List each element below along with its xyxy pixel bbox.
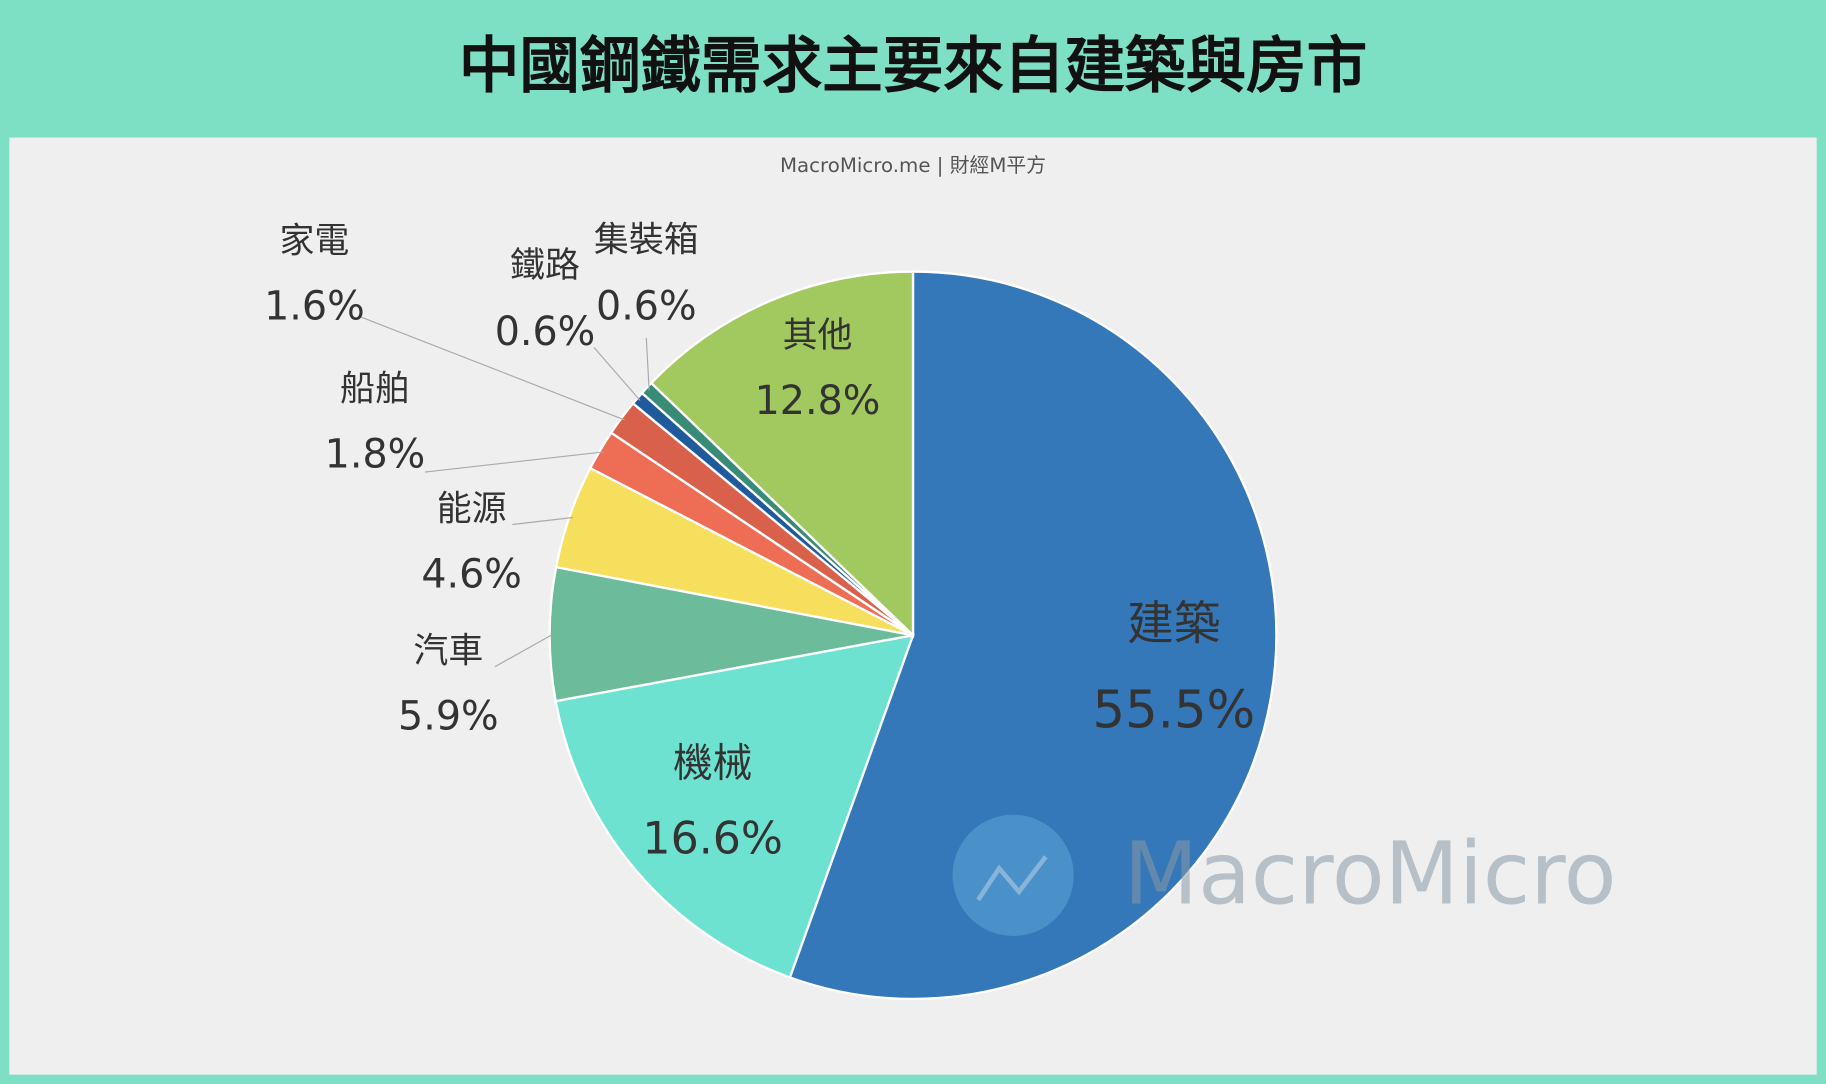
leader-line bbox=[645, 337, 650, 391]
pie: 建築 55.5% 機械 16.6% 汽車 5.9% 能源 4.6% 船舶 1.8% 家電 1.6% 鐵路… bbox=[264, 220, 1278, 1001]
value-label: 55.5% bbox=[1092, 680, 1255, 740]
leader-line bbox=[424, 451, 604, 473]
value-label: 0.6% bbox=[495, 309, 596, 355]
category-label: 其他 bbox=[783, 316, 853, 356]
category-label: 建築 bbox=[1127, 597, 1220, 651]
leader-line bbox=[494, 633, 554, 668]
leader-line bbox=[360, 316, 625, 421]
value-label: 5.9% bbox=[398, 694, 499, 740]
watermark-group: MacroMicro bbox=[952, 814, 1617, 936]
chart-title: 中國鋼鐵需求主要來自建築與房市 bbox=[459, 32, 1367, 102]
watermark-logo bbox=[952, 814, 1074, 936]
value-label: 1.6% bbox=[264, 283, 365, 329]
category-label: 家電 bbox=[280, 221, 350, 261]
category-label: 能源 bbox=[437, 490, 507, 530]
category-label: 鐵路 bbox=[510, 246, 580, 286]
watermark: MacroMicro bbox=[1124, 824, 1617, 924]
category-label: 集裝箱 bbox=[594, 220, 699, 260]
value-label: 4.6% bbox=[421, 551, 522, 597]
chart-subtitle: MacroMicro.me | 財經M平方 bbox=[780, 154, 1046, 177]
value-label: 12.8% bbox=[755, 378, 881, 424]
category-label: 船舶 bbox=[340, 369, 410, 409]
leader-line bbox=[512, 516, 573, 526]
category-label: 汽車 bbox=[413, 632, 483, 672]
value-label: 1.8% bbox=[325, 431, 426, 477]
category-label: 機械 bbox=[673, 740, 752, 786]
value-label: 16.6% bbox=[642, 814, 783, 865]
leader-line bbox=[593, 346, 641, 401]
pie-slice bbox=[548, 565, 914, 703]
pie-slice bbox=[788, 270, 1278, 1001]
value-label: 0.6% bbox=[596, 283, 697, 329]
pie-slice bbox=[649, 270, 915, 638]
watermark-icon bbox=[976, 855, 1048, 902]
pie-slice bbox=[554, 633, 915, 979]
